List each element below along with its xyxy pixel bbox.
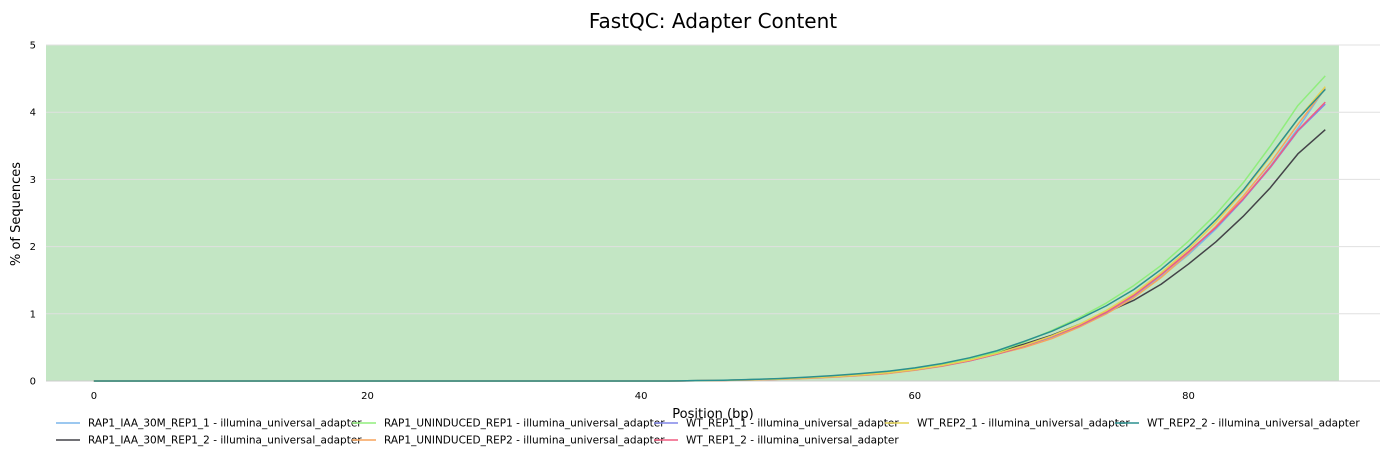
y-tick-label: 4 [30, 108, 36, 119]
legend-label: WT_REP2_1 - illumina_universal_adapter [917, 418, 1130, 430]
legend-label: RAP1_IAA_30M_REP1_1 - illumina_universal… [88, 418, 362, 430]
series-layer [93, 75, 1326, 382]
x-axis-title: Position (bp) [672, 407, 753, 422]
x-axis-ticks: 0 20 40 60 80 [91, 391, 1195, 402]
y-tick-label: 3 [30, 175, 36, 186]
y-tick-label: 2 [30, 242, 36, 253]
x-tick-label: 20 [361, 391, 374, 402]
legend-item: WT_REP1_2 - illumina_universal_adapter [654, 435, 899, 447]
legend-label: WT_REP1_1 - illumina_universal_adapter [686, 418, 899, 430]
y-tick-label: 0 [30, 377, 36, 388]
legend-item: WT_REP2_1 - illumina_universal_adapter [885, 418, 1130, 430]
legend-item: WT_REP2_2 - illumina_universal_adapter [1115, 418, 1360, 430]
legend-item: RAP1_UNINDUCED_REP2 - illumina_universal… [352, 435, 665, 447]
legend-item: RAP1_IAA_30M_REP1_2 - illumina_universal… [56, 435, 362, 447]
x-tick-label: 60 [908, 391, 921, 402]
legend-item: RAP1_UNINDUCED_REP1 - illumina_universal… [352, 418, 665, 430]
x-tick-label: 0 [91, 391, 97, 402]
x-tick-label: 40 [635, 391, 648, 402]
y-tick-label: 5 [30, 41, 36, 52]
legend-label: RAP1_IAA_30M_REP1_2 - illumina_universal… [88, 435, 362, 447]
plot-background [46, 45, 1339, 381]
y-axis-ticks: 0 1 2 3 4 5 [30, 41, 36, 388]
legend-label: WT_REP1_2 - illumina_universal_adapter [686, 435, 899, 447]
legend: RAP1_IAA_30M_REP1_1 - illumina_universal… [56, 418, 1360, 447]
legend-item: RAP1_IAA_30M_REP1_1 - illumina_universal… [56, 418, 362, 430]
legend-label: WT_REP2_2 - illumina_universal_adapter [1147, 418, 1360, 430]
y-tick-label: 1 [30, 309, 36, 320]
legend-item: WT_REP1_1 - illumina_universal_adapter [654, 418, 899, 430]
chart-title: FastQC: Adapter Content [589, 9, 837, 33]
background-band [46, 45, 1339, 381]
legend-label: RAP1_UNINDUCED_REP1 - illumina_universal… [384, 418, 665, 430]
legend-label: RAP1_UNINDUCED_REP2 - illumina_universal… [384, 435, 665, 447]
y-axis-title: % of Sequences [9, 162, 24, 266]
x-tick-label: 80 [1182, 391, 1195, 402]
series-line-8 [93, 88, 1326, 382]
